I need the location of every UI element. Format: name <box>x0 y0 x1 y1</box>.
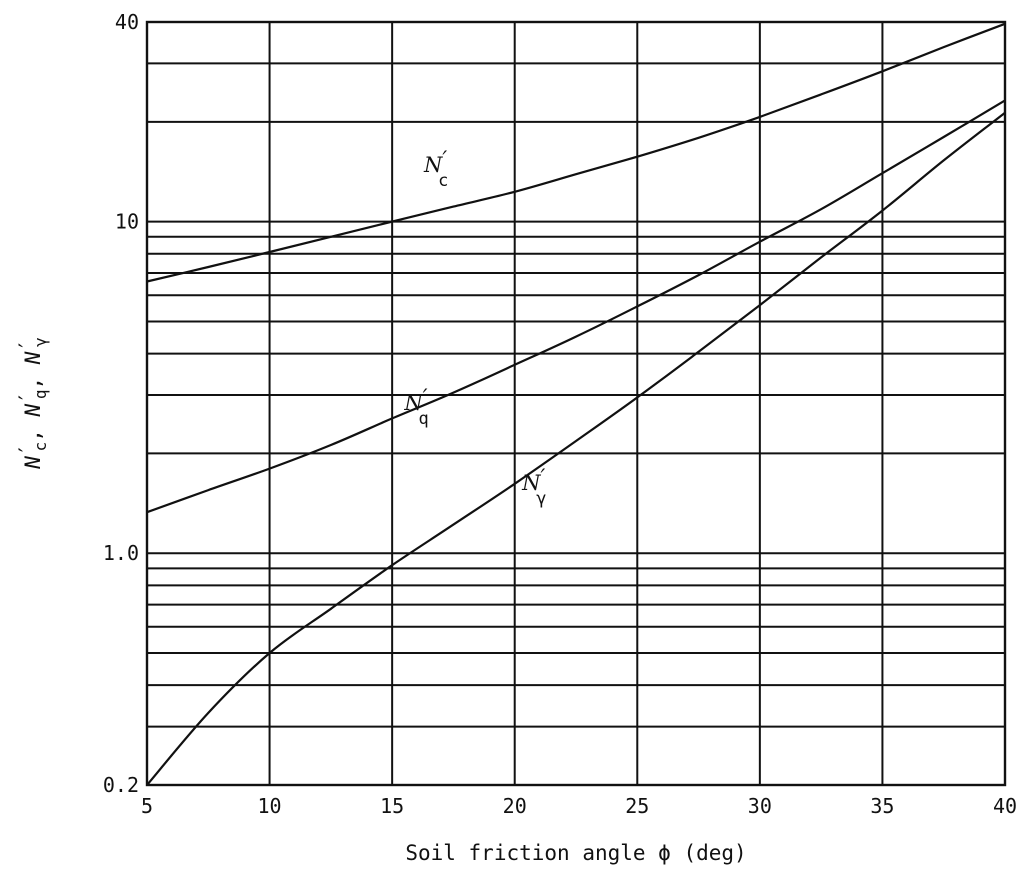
series-label-ngamma: N′ γ <box>521 465 546 509</box>
curve-labels: N′ cN′ qN′ γ <box>403 147 546 509</box>
series-label-prime: ′ <box>540 465 545 489</box>
series-label-nq: N′ q <box>403 385 428 429</box>
x-tick-label: 15 <box>380 794 404 818</box>
series-line-nc <box>146 22 1006 283</box>
y-axis-title: N′c, N′q, N′γ <box>15 337 50 469</box>
ylabel-prime: ′ <box>15 339 39 352</box>
x-tick-label: 30 <box>748 794 772 818</box>
ylabel-symbol: N <box>21 403 45 417</box>
x-axis-title: Soil friction angle ϕ (deg) <box>405 841 746 865</box>
y-tick-label: 0.2 <box>103 773 139 797</box>
x-tick-label: 35 <box>870 794 894 818</box>
y-tick-label: 1.0 <box>103 541 139 565</box>
ylabel-separator: , <box>21 416 45 441</box>
y-tick-label: 40 <box>115 10 139 34</box>
ylabel-prime: ′ <box>15 391 39 404</box>
x-tick-label: 25 <box>625 794 649 818</box>
series-label-prime: ′ <box>423 385 428 409</box>
grid <box>146 21 1006 786</box>
y-tick-labels: 0.2 1.0 10 40 <box>103 10 139 797</box>
series-label-symbol: N <box>403 391 423 415</box>
x-tick-label: 5 <box>141 794 153 818</box>
series-label-subscript: q <box>419 409 429 429</box>
y-tick-label: 10 <box>115 210 139 234</box>
ylabel-subscript: γ <box>31 337 50 347</box>
plot-frame <box>145 20 1007 787</box>
series-label-nc: N′ c <box>423 147 448 191</box>
x-tick-labels: 5 10 15 20 25 30 35 40 <box>141 794 1017 818</box>
series-line-ngamma <box>146 111 1006 786</box>
plot-area-border <box>145 20 1007 787</box>
ylabel-separator: , <box>21 364 45 389</box>
x-tick-label: 20 <box>503 794 527 818</box>
series-label-subscript: c <box>438 171 448 191</box>
x-tick-label: 40 <box>993 794 1017 818</box>
curves <box>146 22 1006 786</box>
ylabel-subscript: q <box>31 390 50 400</box>
ylabel-symbol: N <box>21 351 45 365</box>
series-label-subscript: γ <box>536 489 546 509</box>
x-tick-label: 10 <box>258 794 282 818</box>
ylabel-symbol: N <box>21 456 45 470</box>
ylabel-prime: ′ <box>15 443 39 456</box>
series-label-symbol: N <box>423 153 443 177</box>
series-label-symbol: N <box>521 471 541 495</box>
series-line-nq <box>146 99 1006 514</box>
ylabel-subscript: c <box>31 442 50 452</box>
series-label-prime: ′ <box>442 147 447 171</box>
